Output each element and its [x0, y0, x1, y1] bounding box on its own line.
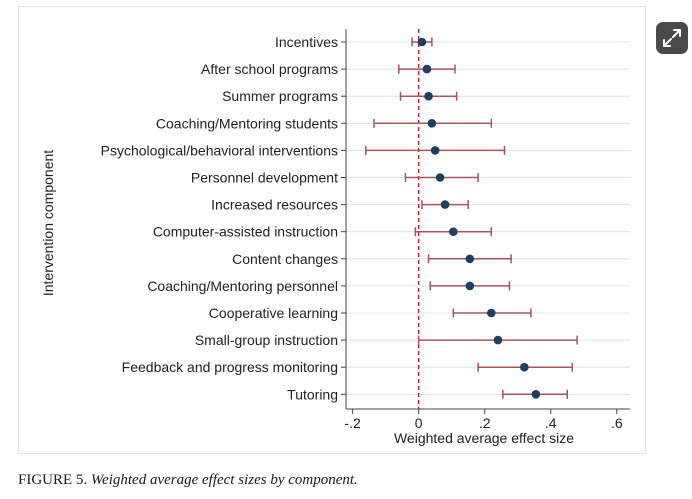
expand-button[interactable] — [656, 22, 688, 54]
forest-plot-chart: -.2 0 .2 .4 .6 Incentives After school progra… — [40, 29, 630, 446]
point-estimate — [487, 308, 496, 318]
category-label-layer: Incentives After school programs Summer pr… — [101, 34, 338, 402]
category-label: Incentives — [275, 34, 338, 50]
point-estimate — [493, 335, 503, 345]
point-estimate — [465, 254, 475, 264]
point-estimate — [422, 64, 432, 74]
point-estimate — [440, 200, 450, 209]
category-label: Content changes — [232, 251, 338, 267]
point-estimate — [424, 91, 433, 101]
caption-prefix: FIGURE 5. — [18, 472, 88, 488]
category-label: Summer programs — [222, 88, 338, 104]
axis-layer: -.2 0 .2 .4 .6 — [341, 29, 630, 431]
point-estimate — [531, 390, 541, 399]
error-bar-layer — [365, 37, 578, 399]
category-label: Small-group instruction — [195, 332, 338, 348]
category-label: Personnel development — [191, 170, 338, 186]
x-tick-label: -.2 — [344, 415, 361, 431]
x-tick-label: .2 — [479, 415, 491, 431]
category-label: After school programs — [201, 61, 338, 77]
x-tick-label: .6 — [611, 415, 623, 431]
point-estimate — [520, 362, 529, 372]
figure-frame: -.2 0 .2 .4 .6 Incentives After school progra… — [18, 6, 646, 454]
point-estimate — [465, 281, 475, 291]
point-estimate — [427, 119, 437, 128]
category-label: Cooperative learning — [209, 305, 338, 321]
point-estimate — [449, 227, 458, 236]
x-axis-label: Weighted average effect size — [394, 430, 574, 446]
expand-icon — [663, 29, 681, 47]
category-label: Psychological/behavioral interventions — [101, 142, 338, 158]
category-label: Tutoring — [287, 386, 338, 402]
category-label: Feedback and progress monitoring — [122, 359, 338, 375]
x-tick-label: .4 — [545, 415, 557, 431]
caption-title: Weighted average effect sizes by compone… — [90, 472, 358, 488]
point-estimate — [435, 173, 445, 182]
category-label: Computer-assisted instruction — [153, 224, 338, 240]
figure-caption: FIGURE 5. Weighted average effect sizes … — [18, 472, 658, 489]
point-estimate — [430, 146, 440, 155]
category-label: Coaching/Mentoring personnel — [147, 278, 338, 294]
grid-layer — [346, 41, 630, 395]
point-estimate — [417, 37, 427, 47]
x-tick-label: 0 — [415, 415, 423, 431]
category-label: Coaching/Mentoring students — [156, 115, 338, 131]
category-label: Increased resources — [211, 197, 338, 213]
y-axis-label: Intervention component — [40, 150, 56, 296]
